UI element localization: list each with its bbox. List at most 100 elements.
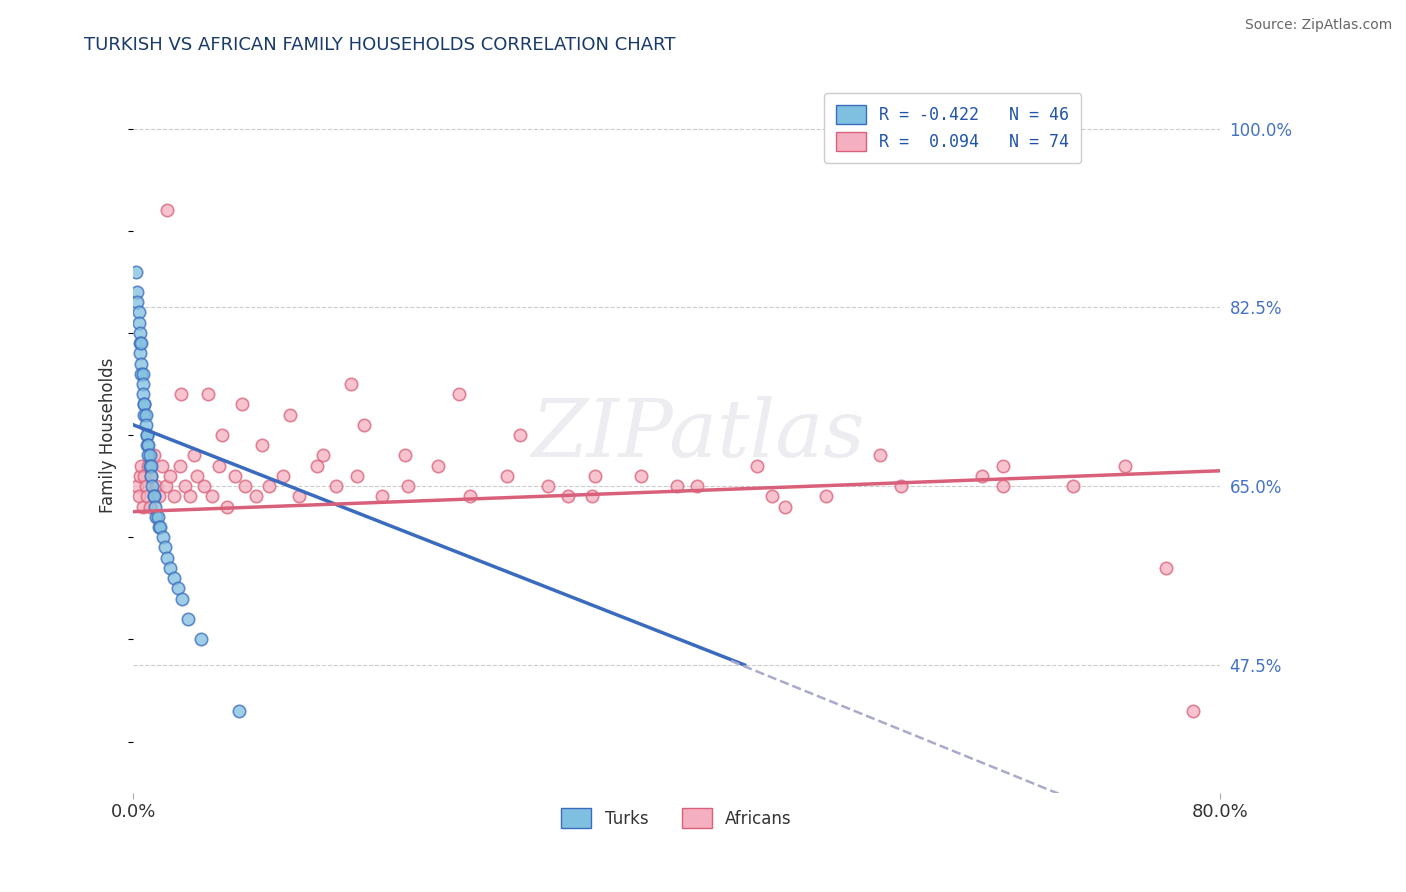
Point [252,438,274,452]
Point [129,326,152,340]
Point [148,520,170,534]
Point [972,469,994,483]
Point [288,489,311,503]
Point [139,458,162,473]
Point [1114,458,1136,473]
Point [773,500,796,514]
Point [142,489,165,503]
Point [132,376,155,391]
Point [183,449,205,463]
Point [1181,704,1204,718]
Point [396,479,419,493]
Point [156,550,179,565]
Point [142,489,165,503]
Point [305,458,328,473]
Point [135,438,157,452]
Point [163,489,186,503]
Point [495,469,517,483]
Point [257,479,280,493]
Point [131,367,153,381]
Point [128,489,150,503]
Point [132,500,155,514]
Point [458,489,481,503]
Point [509,428,531,442]
Point [745,458,768,473]
Point [1062,479,1084,493]
Point [141,479,163,493]
Point [394,449,416,463]
Point [148,489,170,503]
Point [139,469,162,483]
Point [134,408,156,422]
Point [245,489,267,503]
Point [814,489,837,503]
Point [665,479,688,493]
Point [138,449,160,463]
Y-axis label: Family Households: Family Households [100,358,117,513]
Point [135,479,157,493]
Point [127,479,149,493]
Point [170,387,193,401]
Point [371,489,394,503]
Point [174,479,197,493]
Point [761,489,783,503]
Point [139,469,162,483]
Point [129,336,152,351]
Point [167,582,190,596]
Text: Source: ZipAtlas.com: Source: ZipAtlas.com [1244,18,1392,32]
Point [991,479,1014,493]
Point [131,357,153,371]
Point [135,417,157,432]
Point [152,530,174,544]
Point [135,408,157,422]
Point [135,428,157,442]
Point [149,520,172,534]
Point [215,500,238,514]
Point [127,295,149,310]
Point [127,285,149,299]
Point [224,469,246,483]
Point [169,458,191,473]
Point [208,458,231,473]
Point [134,397,156,411]
Point [138,458,160,473]
Point [134,397,156,411]
Point [142,449,165,463]
Point [128,316,150,330]
Point [190,632,212,647]
Point [176,612,198,626]
Point [1154,561,1177,575]
Point [869,449,891,463]
Point [145,509,167,524]
Point [991,458,1014,473]
Point [132,367,155,381]
Point [890,479,912,493]
Text: TURKISH VS AFRICAN FAMILY HOUSEHOLDS CORRELATION CHART: TURKISH VS AFRICAN FAMILY HOUSEHOLDS COR… [84,36,676,54]
Point [145,479,167,493]
Point [146,509,169,524]
Point [353,417,375,432]
Point [155,479,177,493]
Point [156,203,179,218]
Point [135,489,157,503]
Point [138,500,160,514]
Point [630,469,652,483]
Legend: Turks, Africans: Turks, Africans [555,802,799,834]
Point [179,489,201,503]
Point [581,489,603,503]
Point [312,449,335,463]
Point [325,479,347,493]
Point [228,704,250,718]
Point [134,469,156,483]
Point [557,489,579,503]
Point [197,387,219,401]
Point [136,438,159,452]
Point [233,479,256,493]
Point [536,479,558,493]
Point [136,449,159,463]
Point [132,387,155,401]
Point [135,428,157,442]
Point [201,489,224,503]
Point [583,469,606,483]
Point [136,458,159,473]
